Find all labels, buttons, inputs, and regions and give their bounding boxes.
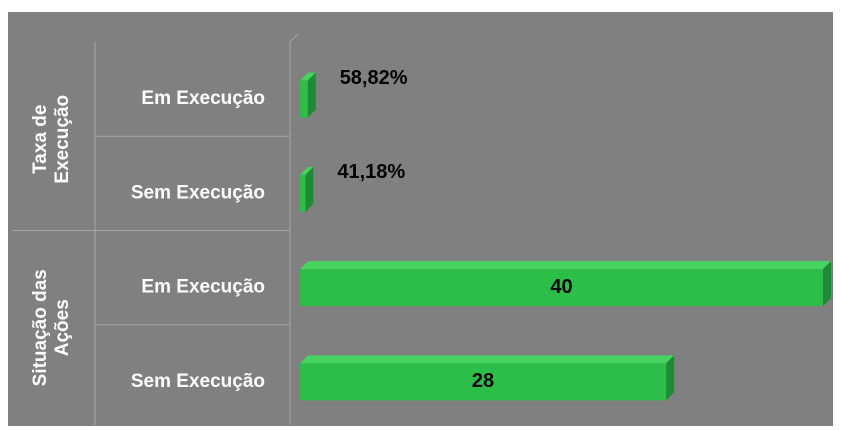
group-label-line: Situação das bbox=[30, 269, 51, 386]
y-tick-label: Em Execução bbox=[141, 277, 265, 298]
group-label: Situação dasAções bbox=[30, 269, 73, 386]
bar-top bbox=[300, 72, 316, 81]
data-label: 58,82% bbox=[340, 67, 408, 89]
bar bbox=[300, 269, 823, 307]
data-label: 40 bbox=[550, 276, 572, 298]
data-label: 41,18% bbox=[337, 161, 405, 183]
group-label-line: Execução bbox=[52, 95, 73, 184]
y-tick-label: Sem Execução bbox=[131, 182, 265, 203]
axis-depth bbox=[289, 33, 299, 43]
bar bbox=[300, 80, 308, 118]
bar-side bbox=[307, 72, 316, 118]
bar-top bbox=[300, 261, 831, 270]
bar bbox=[300, 363, 667, 401]
group-label-line: Ações bbox=[52, 299, 73, 356]
bar bbox=[300, 174, 306, 212]
y-tick-label: Em Execução bbox=[141, 88, 265, 109]
group-label-line: Taxa de bbox=[30, 105, 51, 174]
bar-side bbox=[305, 166, 314, 212]
data-label: 28 bbox=[472, 370, 494, 392]
bar-side bbox=[666, 355, 675, 401]
bar-top bbox=[300, 166, 314, 175]
group-label: Taxa deExecução bbox=[30, 95, 73, 184]
y-tick-label: Sem Execução bbox=[131, 371, 265, 392]
bar-top bbox=[300, 355, 675, 364]
bar-side bbox=[823, 261, 831, 307]
